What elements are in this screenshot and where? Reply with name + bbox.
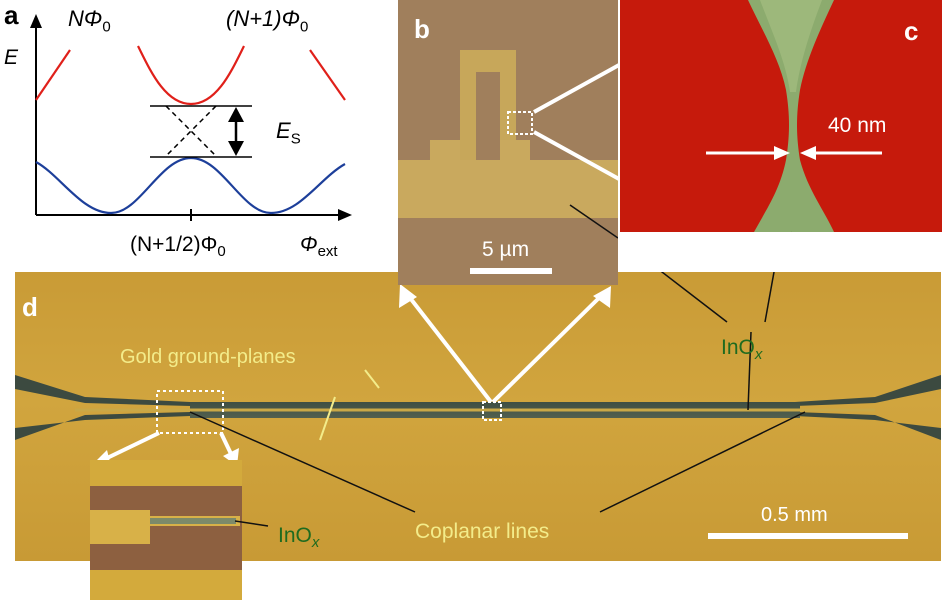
red-left-curve — [35, 49, 71, 101]
arrow-to-inset-left — [102, 431, 160, 462]
inox-callout-to-b — [660, 272, 728, 323]
panel-label-c: c — [904, 16, 919, 46]
y-axis-arrow — [30, 14, 42, 28]
x-axis-label: Φext — [300, 233, 338, 261]
panel-c: c 40 nm — [620, 0, 942, 232]
red-center-curve — [137, 45, 245, 106]
inset-callout — [234, 520, 269, 527]
chip-micrograph — [15, 272, 941, 539]
x-axis-arrow — [338, 209, 352, 221]
gold-callout-line-1 — [364, 369, 380, 389]
gold-callout-line-2 — [319, 396, 336, 441]
right-taper-bottom — [795, 412, 941, 440]
left-curve-label: NΦ0 — [68, 6, 111, 36]
scale-text-c: 40 nm — [828, 114, 887, 137]
dashed-crossing-1 — [165, 105, 217, 157]
blue-ground-curve — [35, 156, 346, 215]
gap-arrow-down — [228, 141, 244, 156]
tick-label: (N+1/2)Φ0 — [130, 233, 226, 261]
dashed-crossing-2 — [165, 105, 217, 157]
arrow-to-b-left-head — [399, 284, 417, 308]
red-right-curve — [309, 49, 346, 101]
inox-label-d: InOx — [721, 336, 763, 364]
constriction-shape — [748, 0, 834, 232]
y-axis-label: E — [4, 46, 19, 69]
gap-label: ES — [276, 118, 301, 148]
arrow-to-b-left — [405, 292, 493, 404]
right-taper-top — [795, 375, 941, 406]
inox-callout-to-c — [764, 272, 775, 323]
gap-arrow-up — [228, 107, 244, 122]
junction-box — [507, 111, 533, 135]
panel-label-d: d — [22, 292, 38, 322]
scale-bar-b — [470, 268, 552, 274]
sem-constriction — [620, 0, 942, 232]
marker-box-left — [156, 390, 224, 434]
arrow-to-b-right — [491, 292, 605, 404]
energy-diagram — [30, 14, 352, 221]
coplanar-callout-left — [189, 411, 416, 513]
left-taper-bottom — [15, 412, 190, 440]
scale-text-b: 5 µm — [482, 238, 530, 261]
inset-image — [90, 460, 242, 600]
panel-a: a E NΦ0 (N+1)Φ0 ES (N+1/2)Φ0 Φext — [0, 0, 395, 270]
right-curve-label: (N+1)Φ0 — [226, 6, 309, 36]
arrow-to-b-right-head — [593, 286, 611, 308]
scale-bar-d — [708, 533, 908, 539]
marker-box-center — [482, 401, 502, 421]
inox-label-inset: InOx — [278, 524, 320, 552]
inox-callout-line — [747, 331, 752, 411]
scale-text-d: 0.5 mm — [761, 504, 828, 526]
coplanar-lines-label: Coplanar lines — [415, 520, 550, 543]
gold-ground-planes-label: Gold ground-planes — [120, 346, 296, 368]
panel-b: b 5 µm — [398, 0, 618, 285]
panel-label-b: b — [414, 14, 430, 44]
inset-micrograph — [90, 460, 269, 600]
squid-micrograph — [398, 0, 618, 285]
panel-label-a: a — [4, 0, 19, 30]
coplanar-callout-right — [599, 411, 806, 513]
left-taper-top — [15, 375, 190, 406]
